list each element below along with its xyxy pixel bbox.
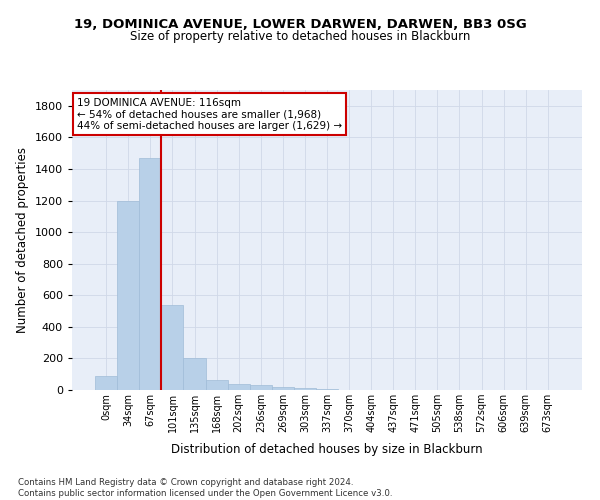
Bar — [161, 304, 184, 390]
Text: Size of property relative to detached houses in Blackburn: Size of property relative to detached ho… — [130, 30, 470, 43]
Bar — [272, 387, 294, 390]
Text: 19, DOMINICA AVENUE, LOWER DARWEN, DARWEN, BB3 0SG: 19, DOMINICA AVENUE, LOWER DARWEN, DARWE… — [74, 18, 526, 30]
Bar — [227, 384, 250, 390]
Text: 19 DOMINICA AVENUE: 116sqm
← 54% of detached houses are smaller (1,968)
44% of s: 19 DOMINICA AVENUE: 116sqm ← 54% of deta… — [77, 98, 342, 130]
Bar — [184, 358, 206, 390]
Bar — [294, 388, 316, 390]
Y-axis label: Number of detached properties: Number of detached properties — [16, 147, 29, 333]
Bar — [206, 380, 227, 390]
Bar — [250, 386, 272, 390]
Bar — [316, 389, 338, 390]
Text: Contains HM Land Registry data © Crown copyright and database right 2024.
Contai: Contains HM Land Registry data © Crown c… — [18, 478, 392, 498]
Bar — [117, 200, 139, 390]
Bar — [95, 376, 117, 390]
Bar — [139, 158, 161, 390]
Text: Distribution of detached houses by size in Blackburn: Distribution of detached houses by size … — [171, 442, 483, 456]
